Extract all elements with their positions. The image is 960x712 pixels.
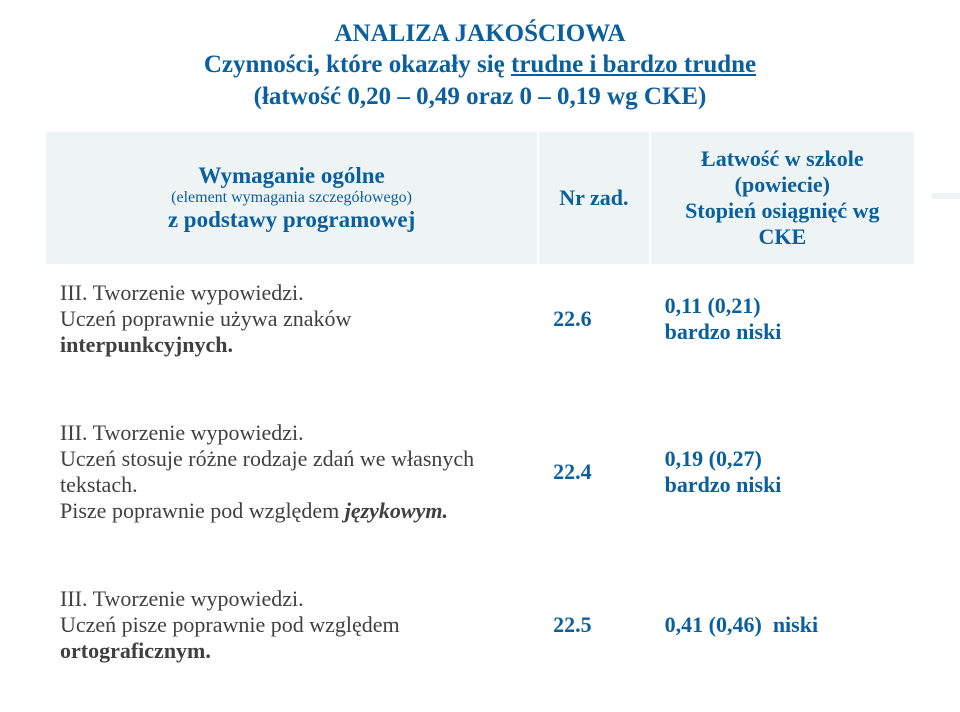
table-header-row: Wymaganie ogólne (element wymagania szcz… (45, 131, 915, 265)
row-body: Uczeń poprawnie używa znaków interpunkcy… (60, 306, 523, 358)
title-line1: ANALIZA JAKOŚCIOWA (44, 18, 916, 49)
analysis-table: Wymaganie ogólne (element wymagania szcz… (44, 130, 916, 680)
cell-requirement: III. Tworzenie wypowiedzi. Uczeń poprawn… (45, 265, 538, 373)
title-line2-underline: trudne i bardzo trudne (511, 51, 756, 78)
page: ANALIZA JAKOŚCIOWA Czynności, które okaz… (0, 0, 960, 712)
row-body: Uczeń pisze poprawnie pod względem ortog… (60, 612, 523, 664)
row-body-em: interpunkcyjnych. (60, 332, 233, 357)
table-row: III. Tworzenie wypowiedzi. Uczeń stosuje… (45, 405, 915, 539)
row-body-pre: Uczeń stosuje różne rodzaje zdań we włas… (60, 446, 474, 497)
row-body-line2-pre: Pisze poprawnie pod względem (60, 498, 345, 523)
spacer-row (45, 539, 915, 571)
cell-latwosc: 0,11 (0,21) bardzo niski (650, 265, 915, 373)
row-body: Uczeń stosuje różne rodzaje zdań we włas… (60, 446, 523, 498)
header-lat2: Stopień osiągnięć wg CKE (685, 198, 879, 249)
lat-label: niski (773, 612, 818, 637)
cell-nr: 22.4 (538, 405, 650, 539)
table-row: III. Tworzenie wypowiedzi. Uczeń pisze p… (45, 571, 915, 679)
row-title: III. Tworzenie wypowiedzi. (60, 280, 304, 305)
cell-nr: 22.6 (538, 265, 650, 373)
header-nr: Nr zad. (538, 131, 650, 265)
row-title: III. Tworzenie wypowiedzi. (60, 586, 304, 611)
cell-latwosc: 0,41 (0,46) niski (650, 571, 915, 679)
cell-latwosc: 0,19 (0,27) bardzo niski (650, 405, 915, 539)
title-line3: (łatwość 0,20 – 0,49 oraz 0 – 0,19 wg CK… (44, 81, 916, 112)
cell-nr: 22.5 (538, 571, 650, 679)
row-body-em: ortograficznym. (60, 638, 211, 663)
decorative-stripe (932, 193, 960, 199)
row-body-line2: Pisze poprawnie pod względem językowym. (60, 498, 523, 524)
header-req-main: Wymaganie ogólne (198, 163, 384, 188)
title-line2-pre: Czynności, które okazały się (204, 51, 511, 78)
header-latwosc: Łatwość w szkole (powiecie) Stopień osią… (650, 131, 915, 265)
lat-label: bardzo niski (665, 319, 782, 344)
row-body-pre: Uczeń pisze poprawnie pod względem (60, 612, 400, 637)
header-lat1: Łatwość w szkole (powiecie) (701, 146, 864, 197)
lat-num: 0,41 (0,46) (665, 612, 762, 637)
row-body-pre: Uczeń poprawnie używa znaków (60, 306, 351, 331)
title-block: ANALIZA JAKOŚCIOWA Czynności, które okaz… (44, 18, 916, 112)
lat-num: 0,19 (0,27) (665, 446, 762, 471)
spacer-row (45, 373, 915, 405)
cell-requirement: III. Tworzenie wypowiedzi. Uczeń stosuje… (45, 405, 538, 539)
table-row: III. Tworzenie wypowiedzi. Uczeń poprawn… (45, 265, 915, 373)
cell-requirement: III. Tworzenie wypowiedzi. Uczeń pisze p… (45, 571, 538, 679)
lat-label: bardzo niski (665, 472, 782, 497)
header-req-main2: z podstawy programowej (60, 207, 523, 233)
row-title: III. Tworzenie wypowiedzi. (60, 420, 304, 445)
lat-num: 0,11 (0,21) (665, 293, 761, 318)
header-req-sub: (element wymagania szczegółowego) (60, 189, 523, 207)
title-line2: Czynności, które okazały się trudne i ba… (44, 49, 916, 80)
row-body-line2-em: językowym. (345, 498, 448, 523)
header-requirement: Wymaganie ogólne (element wymagania szcz… (45, 131, 538, 265)
